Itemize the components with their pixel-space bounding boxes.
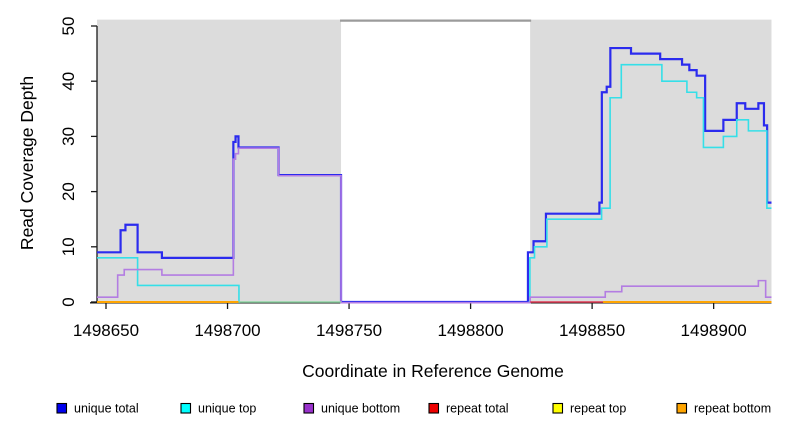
legend-swatch-unique-bottom bbox=[303, 402, 315, 414]
y-tick-label: 0 bbox=[59, 297, 78, 306]
y-axis-title: Read Coverage Depth bbox=[17, 76, 37, 250]
legend-swatch-repeat-top bbox=[552, 402, 564, 414]
x-axis-title: Coordinate in Reference Genome bbox=[302, 361, 564, 381]
legend-swatch-repeat-total bbox=[428, 402, 440, 414]
series-line-unique-bottom bbox=[97, 147, 772, 304]
x-tick-label: 1498850 bbox=[559, 321, 625, 340]
x-tick-label: 1498750 bbox=[316, 321, 382, 340]
legend-label-unique-bottom: unique bottom bbox=[321, 402, 400, 416]
y-tick-label: 20 bbox=[59, 182, 78, 201]
legend-swatch-unique-total bbox=[56, 402, 68, 414]
legend-label-repeat-bottom: repeat bottom bbox=[694, 402, 771, 416]
series-line-unique-top bbox=[528, 63, 772, 303]
coverage-region bbox=[97, 19, 342, 302]
x-tick-label: 1498800 bbox=[437, 321, 503, 340]
y-tick-label: 50 bbox=[59, 17, 78, 36]
legend-label-unique-total: unique total bbox=[74, 402, 139, 416]
x-tick-label: 1498650 bbox=[73, 321, 139, 340]
chart-generated-layer: 0 10 20 30 40 50 1498650 1498700 1498750 1498800 1… bbox=[56, 17, 772, 416]
legend-label-unique-top: unique top bbox=[198, 402, 256, 416]
y-tick-label: 10 bbox=[59, 237, 78, 256]
coverage-region bbox=[530, 19, 772, 302]
x-tick-label: 1498900 bbox=[681, 321, 747, 340]
y-tick-label: 40 bbox=[59, 72, 78, 91]
y-tick-label: 30 bbox=[59, 127, 78, 146]
legend-swatch-repeat-bottom bbox=[676, 402, 688, 414]
legend-swatch-unique-top bbox=[180, 402, 192, 414]
x-tick-label: 1498700 bbox=[194, 321, 260, 340]
legend-label-repeat-top: repeat top bbox=[570, 402, 626, 416]
legend-label-repeat-total: repeat total bbox=[446, 402, 509, 416]
